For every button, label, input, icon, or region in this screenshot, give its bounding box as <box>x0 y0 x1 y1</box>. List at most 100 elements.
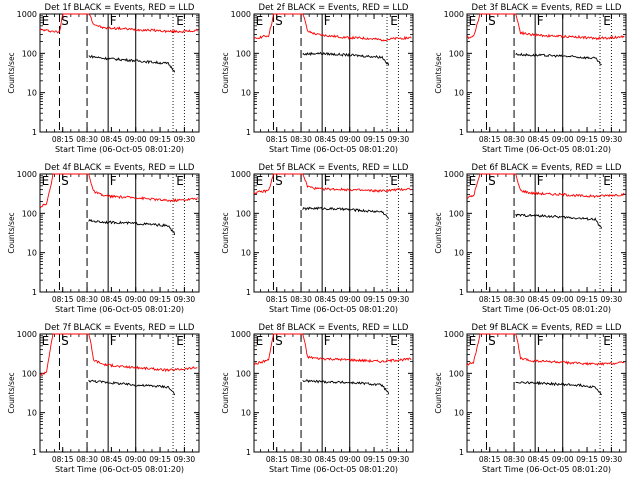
y-tick-label: 1 <box>32 288 37 297</box>
event-annotation-label: S <box>275 334 283 348</box>
event-annotation-label: E <box>256 14 264 28</box>
event-annotation-label: E <box>256 334 264 348</box>
x-tick-label: 08:30 <box>290 455 312 464</box>
events-series-line <box>515 52 602 66</box>
y-tick-label: 1 <box>32 128 37 137</box>
y-axis-label: Counts/sec <box>7 212 16 253</box>
event-annotation-label: E <box>176 174 184 188</box>
x-tick-label: 08:15 <box>479 135 501 144</box>
x-tick-label: 08:45 <box>528 135 550 144</box>
y-tick-label: 10 <box>27 409 37 418</box>
event-annotation-label: F <box>324 174 331 188</box>
x-tick-label: 08:30 <box>290 295 312 304</box>
plot-frame <box>39 173 200 293</box>
y-axis-label: Counts/sec <box>7 52 16 93</box>
x-tick-label: 09:15 <box>363 135 385 144</box>
event-annotation-label: F <box>537 14 544 28</box>
y-tick-label: 100 <box>22 49 37 58</box>
plot-frame <box>253 333 414 453</box>
y-tick-label: 1 <box>246 448 251 457</box>
y-axis-label: Counts/sec <box>7 372 16 413</box>
x-tick-label: 08:45 <box>528 295 550 304</box>
y-axis-label: Counts/sec <box>221 212 230 253</box>
x-tick-label: 09:15 <box>149 295 171 304</box>
y-tick-label: 1000 <box>231 170 251 179</box>
event-annotation-label: S <box>61 174 69 188</box>
y-tick-label: 10 <box>27 89 37 98</box>
x-tick-label: 09:15 <box>363 295 385 304</box>
events-series-line <box>302 379 390 395</box>
x-tick-label: 09:15 <box>149 135 171 144</box>
event-annotation-label: S <box>61 14 69 28</box>
plot-frame <box>466 13 627 133</box>
x-tick-label: 08:30 <box>503 295 525 304</box>
event-annotation-label: F <box>110 14 117 28</box>
y-tick-label: 10 <box>241 409 251 418</box>
y-tick-label: 10 <box>454 89 464 98</box>
y-tick-label: 100 <box>22 369 37 378</box>
y-axis-label: Counts/sec <box>434 52 443 93</box>
events-series-line <box>88 379 176 396</box>
y-axis-label: Counts/sec <box>221 52 230 93</box>
y-tick-label: 1000 <box>444 170 464 179</box>
y-tick-label: 1 <box>246 128 251 137</box>
x-tick-label: 08:45 <box>315 295 337 304</box>
plot-frame <box>466 173 627 293</box>
x-tick-label: 09:30 <box>601 455 623 464</box>
x-tick-label: 09:00 <box>339 455 361 464</box>
x-axis-label: Start Time (06-Oct-05 08:01:20) <box>482 465 611 474</box>
x-tick-label: 08:45 <box>315 455 337 464</box>
event-annotation-label: E <box>469 334 477 348</box>
x-tick-label: 09:15 <box>149 455 171 464</box>
lld-series-line <box>253 333 412 366</box>
events-series-line <box>88 54 176 73</box>
plot-frame <box>39 333 200 453</box>
lld-series-line <box>466 13 625 41</box>
x-tick-label: 08:15 <box>52 455 74 464</box>
x-tick-label: 08:30 <box>290 135 312 144</box>
x-tick-label: 09:30 <box>174 295 196 304</box>
event-annotation-label: F <box>324 334 331 348</box>
x-tick-label: 08:30 <box>76 135 98 144</box>
panel-title: Det 2f BLACK = Events, RED = LLD <box>259 3 409 13</box>
panel-title: Det 7f BLACK = Events, RED = LLD <box>45 323 195 333</box>
x-tick-label: 09:30 <box>174 135 196 144</box>
event-annotation-label: E <box>390 334 398 348</box>
detector-panel: Det 8f BLACK = Events, RED = LLD 1 10 100 10… <box>221 323 414 474</box>
x-axis-label: Start Time (06-Oct-05 08:01:20) <box>269 305 398 314</box>
x-tick-label: 09:00 <box>125 135 147 144</box>
detector-panel: Det 2f BLACK = Events, RED = LLD 1 10 100 10… <box>221 3 414 154</box>
event-annotation-label: E <box>603 334 611 348</box>
plot-frame <box>253 173 414 293</box>
x-tick-label: 09:00 <box>339 135 361 144</box>
event-annotation-label: F <box>110 334 117 348</box>
lld-series-line <box>39 333 198 377</box>
y-tick-label: 10 <box>27 249 37 258</box>
y-tick-label: 100 <box>449 369 464 378</box>
x-tick-label: 09:00 <box>125 455 147 464</box>
y-tick-label: 100 <box>449 49 464 58</box>
y-tick-label: 100 <box>236 209 251 218</box>
x-axis-label: Start Time (06-Oct-05 08:01:20) <box>55 465 184 474</box>
event-annotation-label: F <box>537 174 544 188</box>
event-annotation-label: S <box>275 14 283 28</box>
events-series-line <box>515 213 603 229</box>
lld-series-line <box>253 13 412 42</box>
event-annotation-label: S <box>275 174 283 188</box>
x-tick-label: 08:15 <box>52 135 74 144</box>
x-tick-label: 08:15 <box>479 455 501 464</box>
panel-title: Det 3f BLACK = Events, RED = LLD <box>472 3 622 13</box>
panel-title: Det 1f BLACK = Events, RED = LLD <box>45 3 195 13</box>
y-tick-label: 10 <box>454 249 464 258</box>
x-tick-label: 09:30 <box>601 295 623 304</box>
y-tick-label: 10 <box>241 249 251 258</box>
event-annotation-label: F <box>110 174 117 188</box>
event-annotation-label: E <box>603 174 611 188</box>
y-tick-label: 100 <box>22 209 37 218</box>
lld-series-line <box>39 173 198 208</box>
x-tick-label: 09:30 <box>388 295 410 304</box>
x-tick-label: 08:30 <box>76 455 98 464</box>
detector-panel: Det 4f BLACK = Events, RED = LLD 1 10 100 10… <box>7 163 200 314</box>
y-tick-label: 100 <box>449 209 464 218</box>
